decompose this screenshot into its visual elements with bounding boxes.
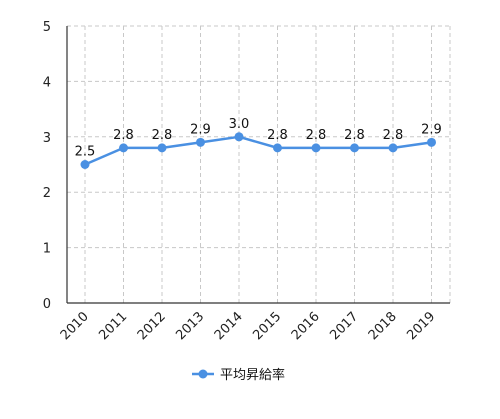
y-tick-label: 2: [43, 186, 51, 201]
axes: [66, 26, 450, 304]
data-point: [311, 143, 321, 153]
data-label: 2.5: [75, 145, 96, 160]
x-tick-label: 2018: [366, 309, 400, 343]
legend-marker: [198, 369, 208, 379]
series: [80, 132, 436, 169]
x-tick-label: 2011: [96, 309, 130, 343]
data-label: 2.9: [190, 122, 211, 137]
data-point: [196, 137, 205, 147]
data-point: [388, 143, 398, 153]
data-point: [273, 143, 282, 153]
y-tick-label: 4: [43, 75, 51, 90]
x-axis-ticks: 2010 2011 2012 2013 2014 2015 2016 2017 2018 2019: [58, 309, 439, 343]
y-axis-ticks: 0 1 2 3 4 5: [43, 20, 51, 312]
y-tick-label: 0: [43, 297, 51, 312]
y-tick-label: 1: [43, 242, 51, 257]
data-point: [427, 137, 436, 147]
data-label: 2.8: [344, 128, 365, 143]
x-tick-label: 2014: [212, 309, 246, 343]
y-tick-label: 3: [43, 131, 51, 146]
x-tick-label: 2013: [173, 309, 207, 343]
x-tick-label: 2016: [289, 309, 323, 343]
x-tick-label: 2012: [135, 309, 169, 343]
legend: 平均昇給率: [192, 367, 285, 383]
data-point: [234, 132, 244, 142]
data-label: 2.8: [306, 128, 327, 143]
data-label: 3.0: [229, 117, 250, 132]
data-label: 2.8: [383, 128, 404, 143]
data-point: [119, 143, 128, 153]
data-point: [157, 143, 167, 153]
data-label: 2.8: [152, 128, 173, 143]
x-tick-label: 2017: [327, 309, 361, 343]
data-label: 2.8: [267, 128, 288, 143]
data-label: 2.8: [113, 128, 134, 143]
data-label: 2.9: [421, 122, 442, 137]
data-labels: 2.5 2.8 2.8 2.9 3.0 2.8 2.8 2.8 2.8 2.9: [75, 117, 442, 160]
x-tick-label: 2015: [250, 309, 284, 343]
grid: [67, 25, 451, 303]
x-tick-label: 2010: [58, 309, 92, 343]
legend-label: 平均昇給率: [220, 367, 285, 383]
x-tick-label: 2019: [404, 309, 438, 343]
y-tick-label: 5: [43, 20, 51, 35]
series-line: [84, 135, 432, 166]
data-point: [350, 143, 359, 153]
data-point: [80, 160, 90, 169]
